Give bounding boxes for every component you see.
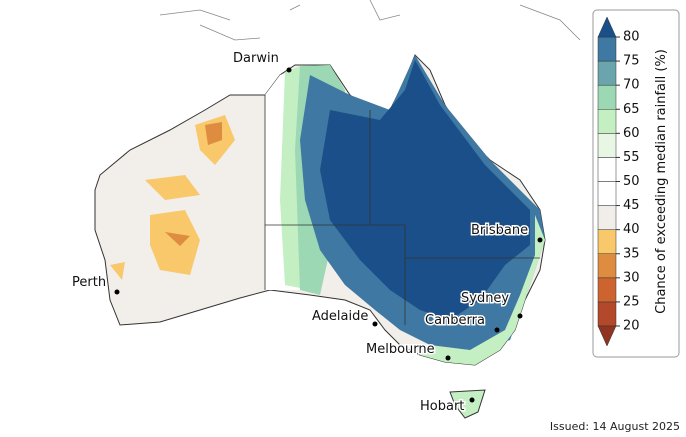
coastline-islands (159, 0, 581, 41)
city-dot (372, 321, 378, 327)
city-label: Perth (72, 275, 106, 290)
orange-areas (110, 115, 235, 280)
city-dot (537, 237, 543, 243)
colorbar-tick-label: 60 (623, 126, 640, 141)
colorbar-tick-label: 70 (623, 78, 640, 93)
colorbar-tick-label: 55 (623, 150, 640, 165)
colorbar-segment (597, 253, 617, 279)
colorbar-tick-label: 65 (623, 102, 640, 117)
city-dot (469, 397, 475, 403)
colorbar-tick-label: 25 (623, 294, 640, 309)
dark-orange-areas (165, 122, 222, 246)
colorbar-tick-label: 40 (623, 222, 640, 237)
colorbar-tick-label: 30 (623, 270, 640, 285)
city-label: Adelaide (312, 309, 368, 324)
colorbar-segment (597, 109, 617, 134)
city-label: Canberra (425, 313, 485, 328)
tasmania (449, 389, 486, 419)
city-label: Darwin (233, 51, 279, 66)
city-dot (114, 289, 120, 295)
city-label: Brisbane (471, 223, 528, 238)
colorbar-segment (597, 157, 617, 182)
colorbar-segment (597, 277, 617, 303)
colorbar-tick-label: 75 (623, 54, 640, 69)
cities: Darwin Perth Adelaide Melbourne Canberra Sydn… (71, 50, 543, 416)
colorbar-segment (597, 84, 617, 110)
colorbar-under (597, 325, 617, 347)
green-coast (420, 215, 545, 365)
colorbar-segment (597, 133, 617, 158)
city-dot (286, 67, 292, 73)
city-dot (517, 313, 523, 319)
city-dot (494, 327, 500, 333)
land (94, 0, 581, 419)
colorbar-tick-label: 45 (623, 198, 640, 213)
colorbar: 20 25 30 35 40 45 50 55 60 65 70 75 80 Chance of exce… (592, 9, 680, 358)
colorbar-title: Chance of exceeding median rainfall (%) (654, 49, 669, 314)
colorbar-tick-label: 50 (623, 174, 640, 189)
city-label: Sydney (461, 291, 509, 306)
dark-blue (320, 60, 530, 320)
colorbar-segment (597, 301, 617, 327)
colorbar-segment (597, 181, 617, 206)
city-label: Hobart (420, 399, 464, 414)
colorbar-segment (597, 60, 617, 86)
colorbar-tick-label: 20 (623, 319, 640, 334)
colorbar-tick-label: 80 (623, 30, 640, 45)
issued-date: Issued: 14 August 2025 (550, 420, 680, 433)
colorbar-tick-label: 35 (623, 246, 640, 261)
state-borders (264, 95, 540, 325)
colorbar-over (597, 16, 617, 38)
city-dot (445, 355, 451, 361)
colorbar-segment (597, 205, 617, 230)
city-label: Melbourne (366, 342, 435, 357)
colorbar-segment (597, 36, 617, 62)
colorbar-segment (597, 229, 617, 255)
